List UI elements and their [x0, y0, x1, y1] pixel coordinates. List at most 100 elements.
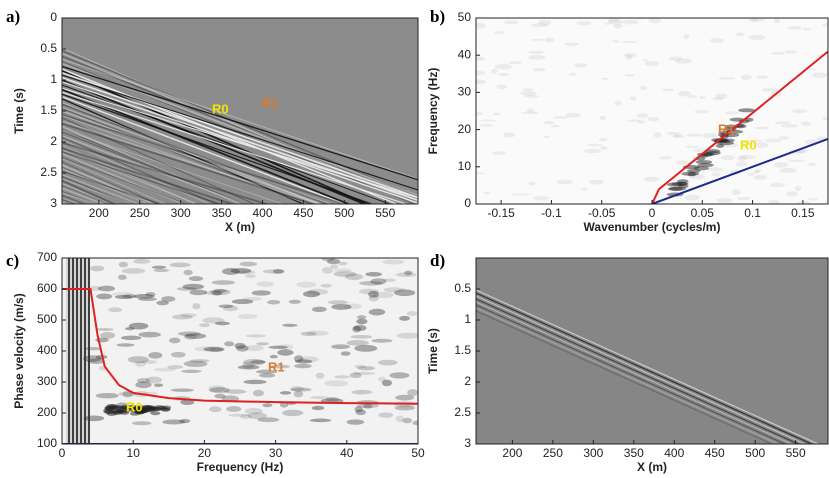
texture: [218, 304, 234, 308]
texture: [624, 73, 635, 77]
y-tick-label: 600: [37, 281, 57, 295]
texture: [245, 334, 267, 338]
texture: [296, 281, 317, 288]
texture: [629, 96, 637, 101]
texture: [111, 292, 136, 297]
texture: [128, 322, 149, 330]
texture: [145, 376, 162, 384]
texture: [552, 116, 568, 119]
texture: [239, 261, 258, 267]
x-tick-label: 20: [198, 446, 212, 460]
y-tick-label: 100: [37, 436, 57, 450]
texture: [715, 143, 725, 148]
texture: [277, 349, 294, 356]
texture: [288, 299, 302, 304]
texture: [476, 298, 800, 444]
y-tick-label: 2: [50, 134, 57, 148]
texture: [796, 201, 811, 204]
texture: [356, 318, 368, 325]
texture: [169, 262, 191, 268]
texture: [122, 294, 137, 299]
texture: [82, 355, 102, 363]
texture: [181, 369, 202, 373]
texture: [199, 323, 210, 328]
texture: [62, 79, 367, 204]
x-axis-label: Wavenumber (cycles/m): [584, 220, 721, 234]
texture: [637, 120, 646, 124]
texture: [340, 351, 351, 356]
texture: [267, 299, 281, 305]
texture: [62, 114, 309, 204]
texture: [245, 274, 256, 278]
texture: [62, 55, 418, 201]
texture: [244, 345, 264, 352]
x-tick-label: 400: [664, 446, 684, 460]
texture: [382, 278, 397, 282]
texture: [62, 178, 133, 204]
texture: [62, 136, 218, 204]
texture: [62, 98, 305, 204]
texture: [151, 406, 162, 411]
x-tick-label: 0.15: [791, 206, 815, 220]
y-axis-label: Time (s): [426, 328, 440, 374]
x-tick-label: 10: [127, 446, 141, 460]
texture: [503, 132, 515, 138]
texture: [183, 360, 208, 368]
texture: [394, 289, 416, 297]
texture: [171, 314, 193, 320]
texture: [716, 198, 733, 203]
texture: [787, 25, 802, 30]
texture: [406, 311, 418, 317]
texture: [161, 296, 176, 302]
texture: [556, 179, 574, 185]
texture: [212, 290, 222, 296]
texture: [230, 267, 252, 274]
texture: [194, 346, 216, 352]
texture: [162, 419, 186, 425]
texture: [644, 60, 660, 67]
x-tick-label: 0.05: [691, 206, 715, 220]
texture: [667, 131, 675, 135]
texture: [395, 272, 417, 277]
y-tick-label: 1: [464, 312, 471, 326]
texture: [62, 147, 235, 204]
texture: [180, 313, 197, 318]
texture: [86, 258, 88, 444]
texture: [259, 373, 276, 378]
texture: [767, 199, 780, 204]
texture: [115, 409, 126, 414]
texture: [153, 268, 170, 273]
texture: [528, 50, 545, 54]
panel-label: a): [6, 7, 20, 26]
x-tick-label: 550: [375, 206, 395, 220]
texture: [368, 295, 379, 302]
x-tick-label: 300: [171, 206, 191, 220]
texture: [365, 271, 382, 277]
y-tick-label: 0.5: [454, 281, 471, 295]
texture: [643, 176, 660, 182]
texture: [412, 420, 418, 426]
texture: [62, 103, 330, 204]
texture: [96, 327, 114, 331]
texture: [607, 18, 619, 23]
texture: [528, 55, 546, 60]
texture: [381, 379, 393, 387]
texture: [686, 133, 703, 137]
texture: [378, 376, 387, 382]
texture: [133, 258, 151, 264]
x-tick-label: 250: [130, 206, 150, 220]
texture: [483, 191, 491, 195]
texture: [138, 297, 157, 301]
texture: [184, 333, 207, 339]
texture: [778, 136, 790, 140]
texture: [476, 56, 486, 62]
texture: [600, 77, 610, 80]
texture: [282, 323, 298, 327]
texture: [189, 289, 208, 296]
texture: [62, 71, 418, 199]
texture: [72, 258, 74, 444]
texture: [349, 372, 362, 379]
y-tick-label: 0: [50, 10, 57, 24]
texture: [479, 123, 494, 127]
texture: [699, 96, 706, 99]
